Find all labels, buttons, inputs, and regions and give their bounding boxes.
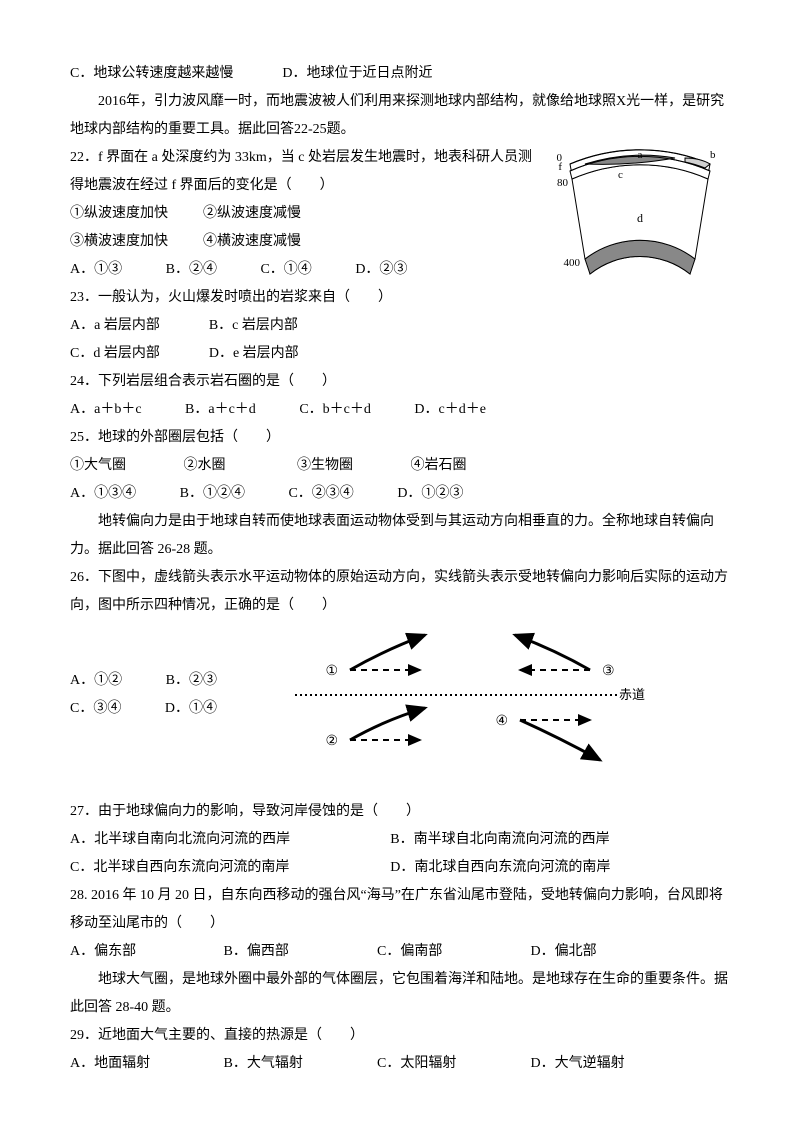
q24-b: B．a＋c＋d bbox=[185, 396, 256, 424]
q27-d: D．南北球自西向东流向河流的南岸 bbox=[390, 854, 707, 882]
q27-options-1: A．北半球自南向北流向河流的西岸 B．南半球自北向南流向河流的西岸 bbox=[70, 826, 730, 854]
q22-s2: ②纵波速度减慢 bbox=[203, 206, 301, 221]
option-c: C．地球公转速度越来越慢 D．地球位于近日点附近 bbox=[70, 60, 730, 88]
svg-text:80: 80 bbox=[557, 177, 569, 189]
svg-text:b: b bbox=[710, 149, 716, 161]
coriolis-figure: 赤道 ① ③ ② ④ bbox=[290, 620, 730, 770]
q29-d: D．大气逆辐射 bbox=[531, 1050, 625, 1078]
q22-statements-1: ①纵波速度加快 ②纵波速度减慢 bbox=[70, 200, 540, 228]
svg-text:e: e bbox=[638, 263, 643, 275]
earth-layers-figure: a b c d e f 0 80 400 bbox=[540, 144, 730, 368]
q24-c: C．b＋c＋d bbox=[299, 396, 371, 424]
q22-statements-2: ③横波速度加快 ④横波速度减慢 bbox=[70, 228, 540, 256]
q26-b: B．②③ bbox=[166, 667, 217, 695]
q28-stem: 28. 2016 年 10 月 20 日，自东向西移动的强台风“海马”在广东省汕… bbox=[70, 882, 730, 938]
q28-b: B．偏西部 bbox=[224, 938, 374, 966]
q22-stem: 22．f 界面在 a 处深度约为 33km，当 c 处岩层发生地震时，地表科研人… bbox=[70, 144, 540, 200]
svg-text:d: d bbox=[637, 211, 643, 225]
q23-c: C．d 岩层内部 bbox=[70, 346, 160, 361]
q25-s4: ④岩石圈 bbox=[411, 452, 521, 480]
q29-options: A．地面辐射 B．大气辐射 C．太阳辐射 D．大气逆辐射 bbox=[70, 1050, 730, 1078]
svg-text:赤道: 赤道 bbox=[619, 687, 645, 702]
svg-text:①: ① bbox=[325, 664, 338, 679]
intro-29-40: 地球大气圈，是地球外圈中最外部的气体圈层，它包围着海洋和陆地。是地球存在生命的重… bbox=[70, 966, 730, 1022]
q22-s3: ③横波速度加快 bbox=[70, 234, 168, 249]
q22-s1: ①纵波速度加快 bbox=[70, 206, 168, 221]
q22-a: A．①③ bbox=[70, 256, 122, 284]
q22-d: D．②③ bbox=[355, 256, 407, 284]
q29-stem: 29．近地面大气主要的、直接的热源是（ ） bbox=[70, 1022, 730, 1050]
q23-b: B．c 岩层内部 bbox=[209, 318, 298, 333]
opt-d-text: D．地球位于近日点附近 bbox=[282, 66, 432, 81]
q25-statements: ①大气圈 ②水圈 ③生物圈 ④岩石圈 bbox=[70, 452, 730, 480]
q24-stem: 24．下列岩层组合表示岩石圈的是（ ） bbox=[70, 368, 730, 396]
q27-c: C．北半球自西向东流向河流的南岸 bbox=[70, 854, 387, 882]
svg-text:③: ③ bbox=[602, 664, 615, 679]
intro-26-28: 地转偏向力是由于地球自转而使地球表面运动物体受到与其运动方向相垂直的力。全称地球… bbox=[70, 508, 730, 564]
q28-c: C．偏南部 bbox=[377, 938, 527, 966]
q22-c: C．①④ bbox=[260, 256, 311, 284]
q27-a: A．北半球自南向北流向河流的西岸 bbox=[70, 826, 387, 854]
q25-d: D．①②③ bbox=[397, 480, 463, 508]
q26-options-2: C．③④ D．①④ bbox=[70, 695, 290, 723]
q26-c: C．③④ bbox=[70, 695, 121, 723]
q26-options-1: A．①② B．②③ bbox=[70, 667, 290, 695]
q26-stem: 26．下图中，虚线箭头表示水平运动物体的原始运动方向，实线箭头表示受地转偏向力影… bbox=[70, 564, 730, 620]
q25-options: A．①③④ B．①②④ C．②③④ D．①②③ bbox=[70, 480, 730, 508]
q29-b: B．大气辐射 bbox=[224, 1050, 374, 1078]
q24-d: D．c＋d＋e bbox=[414, 396, 486, 424]
q25-s1: ①大气圈 bbox=[70, 452, 180, 480]
q23-options-2: C．d 岩层内部 D．e 岩层内部 bbox=[70, 340, 540, 368]
q25-s3: ③生物圈 bbox=[297, 452, 407, 480]
q28-a: A．偏东部 bbox=[70, 938, 220, 966]
q25-stem: 25．地球的外部圈层包括（ ） bbox=[70, 424, 730, 452]
intro-22-25: 2016年，引力波风靡一时，而地震波被人们利用来探测地球内部结构，就像给地球照X… bbox=[70, 88, 730, 144]
q28-d: D．偏北部 bbox=[531, 938, 597, 966]
q26-a: A．①② bbox=[70, 667, 122, 695]
q25-b: B．①②④ bbox=[180, 480, 245, 508]
q29-a: A．地面辐射 bbox=[70, 1050, 220, 1078]
svg-text:②: ② bbox=[325, 734, 338, 749]
q23-d: D．e 岩层内部 bbox=[209, 346, 299, 361]
q27-stem: 27．由于地球偏向力的影响，导致河岸侵蚀的是（ ） bbox=[70, 798, 730, 826]
svg-text:0: 0 bbox=[557, 152, 563, 164]
q25-c: C．②③④ bbox=[288, 480, 353, 508]
q28-options: A．偏东部 B．偏西部 C．偏南部 D．偏北部 bbox=[70, 938, 730, 966]
q24-options: A．a＋b＋c B．a＋c＋d C．b＋c＋d D．c＋d＋e bbox=[70, 396, 730, 424]
q23-options-1: A．a 岩层内部 B．c 岩层内部 bbox=[70, 312, 540, 340]
svg-text:c: c bbox=[618, 169, 623, 181]
q25-a: A．①③④ bbox=[70, 480, 136, 508]
q26-d: D．①④ bbox=[165, 695, 217, 723]
q27-b: B．南半球自北向南流向河流的西岸 bbox=[390, 826, 707, 854]
q23-stem: 23．一般认为，火山爆发时喷出的岩浆来自（ ） bbox=[70, 284, 540, 312]
q25-s2: ②水圈 bbox=[184, 452, 294, 480]
svg-text:a: a bbox=[638, 149, 643, 161]
q22-s4: ④横波速度减慢 bbox=[203, 234, 301, 249]
q23-a: A．a 岩层内部 bbox=[70, 318, 160, 333]
q22-options: A．①③ B．②④ C．①④ D．②③ bbox=[70, 256, 540, 284]
svg-text:④: ④ bbox=[495, 714, 508, 729]
q27-options-2: C．北半球自西向东流向河流的南岸 D．南北球自西向东流向河流的南岸 bbox=[70, 854, 730, 882]
q22-b: B．②④ bbox=[166, 256, 217, 284]
opt-c-text: C．地球公转速度越来越慢 bbox=[70, 66, 233, 81]
q24-a: A．a＋b＋c bbox=[70, 396, 142, 424]
q29-c: C．太阳辐射 bbox=[377, 1050, 527, 1078]
svg-text:400: 400 bbox=[564, 257, 581, 269]
